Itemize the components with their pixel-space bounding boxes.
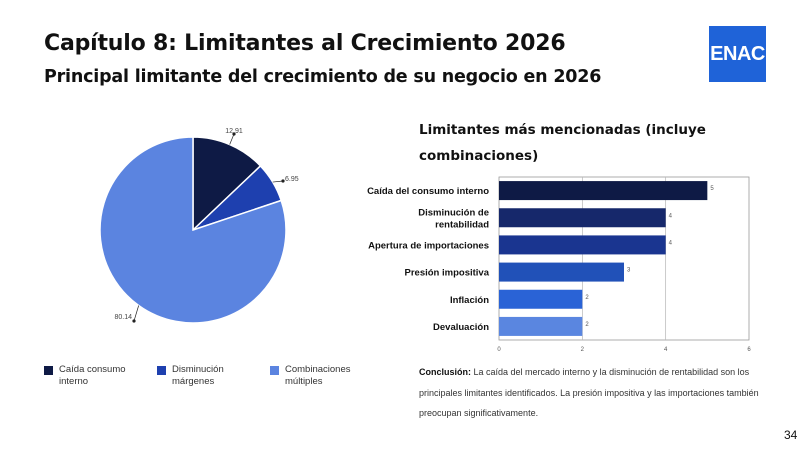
bar	[499, 289, 583, 309]
x-tick-label: 6	[747, 347, 751, 353]
x-tick-label: 0	[497, 347, 501, 353]
legend-swatch	[44, 366, 53, 375]
x-tick-label: 4	[664, 347, 668, 353]
pie-leader-dot	[281, 179, 285, 183]
legend-label: Combinaciones múltiples	[285, 364, 351, 387]
y-category-label: Caída del consumo interno	[367, 186, 489, 197]
y-category-label: Disminución de rentabilidad	[418, 207, 489, 230]
bar-value-label: 3	[627, 268, 631, 274]
legend-label: Disminución márgenes	[172, 364, 224, 387]
pie-leader-line	[272, 180, 284, 183]
bar-value-label: 4	[669, 240, 673, 246]
bar-value-label: 4	[669, 213, 673, 219]
pie-slice	[99, 136, 287, 324]
pie-value-label: 12.91	[225, 128, 243, 135]
legend-swatch	[157, 366, 166, 375]
legend-swatch	[270, 366, 279, 375]
pie-leader-dot	[132, 319, 136, 323]
bar	[499, 262, 624, 282]
y-category-label: Inflación	[450, 295, 489, 306]
slide-subtitle: Principal limitante del crecimiento de s…	[44, 67, 602, 87]
bar-value-label: 5	[710, 186, 714, 192]
y-category-label-line: Caída del consumo interno	[367, 186, 489, 197]
bar	[499, 181, 708, 201]
bar-chart-title: Limitantes más mencionadas (incluye comb…	[419, 122, 706, 164]
legend-label: Caída consumo interno	[59, 364, 126, 387]
legend-item-caida-consumo: Caída consumo interno	[44, 364, 137, 388]
enac-logo: ENAC	[709, 26, 766, 82]
pie-leader-line	[229, 133, 235, 145]
y-category-label-line: Apertura de importaciones	[368, 240, 489, 251]
y-category-label-line: Disminución de	[418, 207, 489, 218]
pie-leader-dot	[232, 132, 236, 136]
conclusion-label: Conclusión:	[419, 367, 471, 377]
x-tick-label: 2	[581, 347, 585, 353]
y-category-label-line: Inflación	[450, 295, 489, 306]
bar-value-label: 2	[585, 295, 589, 301]
pie-value-label: 80.14	[114, 314, 132, 321]
bar	[499, 235, 666, 255]
pie-value-label: 6.95	[285, 176, 299, 183]
y-category-label: Devaluación	[433, 322, 489, 333]
y-category-label: Apertura de importaciones	[368, 240, 489, 251]
pie-slice	[192, 136, 262, 232]
y-category-label-line: rentabilidad	[435, 219, 489, 230]
conclusion: Conclusión: La caída del mercado interno…	[419, 362, 771, 424]
conclusion-text: La caída del mercado interno y la dismin…	[419, 367, 759, 418]
y-category-label-line: Presión impositiva	[405, 268, 490, 279]
bar-value-label: 2	[585, 322, 589, 328]
pie-leader-line	[133, 305, 140, 322]
y-category-label-line: Devaluación	[433, 322, 489, 333]
legend-item-disminucion-margenes: Disminución márgenes	[157, 364, 250, 388]
bar	[499, 208, 666, 228]
y-category-label: Presión impositiva	[405, 268, 490, 279]
slide-title: Capítulo 8: Limitantes al Crecimiento 20…	[44, 31, 566, 56]
page-number: 34	[784, 428, 798, 442]
bar	[499, 316, 583, 336]
legend-item-combinaciones-multiples: Combinaciones múltiples	[270, 364, 363, 388]
bar-plot-frame	[498, 176, 750, 341]
